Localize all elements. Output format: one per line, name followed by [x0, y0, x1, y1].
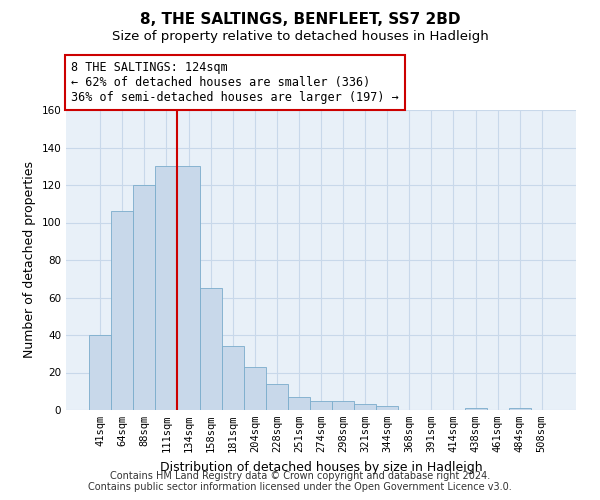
Bar: [155, 166, 178, 410]
Y-axis label: Number of detached properties: Number of detached properties: [23, 162, 36, 358]
Bar: [354, 404, 376, 410]
Bar: [376, 406, 398, 410]
Bar: [178, 166, 200, 410]
Bar: [288, 397, 310, 410]
Bar: [464, 408, 487, 410]
Bar: [266, 384, 288, 410]
Bar: [133, 185, 155, 410]
Bar: [200, 288, 221, 410]
Text: Size of property relative to detached houses in Hadleigh: Size of property relative to detached ho…: [112, 30, 488, 43]
Bar: [89, 335, 111, 410]
Bar: [310, 400, 332, 410]
Bar: [221, 346, 244, 410]
Text: 8, THE SALTINGS, BENFLEET, SS7 2BD: 8, THE SALTINGS, BENFLEET, SS7 2BD: [140, 12, 460, 28]
Bar: [332, 400, 354, 410]
Text: 8 THE SALTINGS: 124sqm
← 62% of detached houses are smaller (336)
36% of semi-de: 8 THE SALTINGS: 124sqm ← 62% of detached…: [71, 61, 399, 104]
Bar: [244, 367, 266, 410]
Bar: [509, 408, 531, 410]
Bar: [111, 211, 133, 410]
X-axis label: Distribution of detached houses by size in Hadleigh: Distribution of detached houses by size …: [160, 460, 482, 473]
Text: Contains HM Land Registry data © Crown copyright and database right 2024.
Contai: Contains HM Land Registry data © Crown c…: [88, 471, 512, 492]
